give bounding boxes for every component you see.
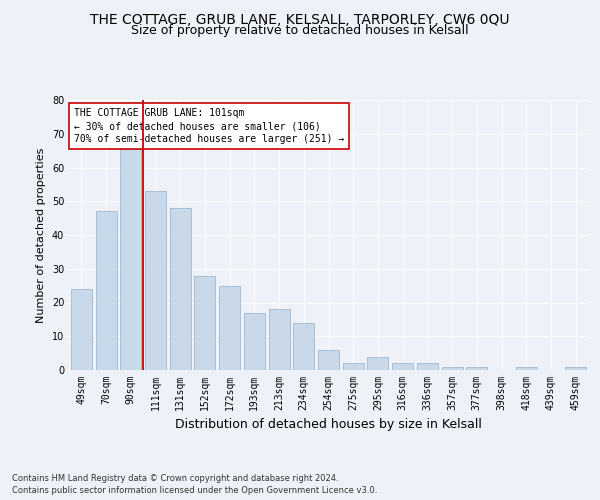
Bar bbox=[367, 356, 388, 370]
Bar bbox=[293, 323, 314, 370]
Bar bbox=[219, 286, 240, 370]
Text: Contains HM Land Registry data © Crown copyright and database right 2024.
Contai: Contains HM Land Registry data © Crown c… bbox=[12, 474, 377, 495]
Bar bbox=[417, 363, 438, 370]
Text: Size of property relative to detached houses in Kelsall: Size of property relative to detached ho… bbox=[131, 24, 469, 37]
Bar bbox=[565, 366, 586, 370]
Y-axis label: Number of detached properties: Number of detached properties bbox=[36, 148, 46, 322]
Bar bbox=[466, 366, 487, 370]
Bar bbox=[318, 350, 339, 370]
X-axis label: Distribution of detached houses by size in Kelsall: Distribution of detached houses by size … bbox=[175, 418, 482, 432]
Bar bbox=[516, 366, 537, 370]
Bar bbox=[269, 309, 290, 370]
Bar bbox=[145, 191, 166, 370]
Bar bbox=[170, 208, 191, 370]
Bar bbox=[194, 276, 215, 370]
Bar bbox=[120, 147, 141, 370]
Bar bbox=[442, 366, 463, 370]
Text: THE COTTAGE, GRUB LANE, KELSALL, TARPORLEY, CW6 0QU: THE COTTAGE, GRUB LANE, KELSALL, TARPORL… bbox=[90, 12, 510, 26]
Bar bbox=[244, 312, 265, 370]
Bar bbox=[71, 289, 92, 370]
Text: THE COTTAGE GRUB LANE: 101sqm
← 30% of detached houses are smaller (106)
70% of : THE COTTAGE GRUB LANE: 101sqm ← 30% of d… bbox=[74, 108, 344, 144]
Bar bbox=[392, 363, 413, 370]
Bar bbox=[343, 363, 364, 370]
Bar bbox=[95, 212, 116, 370]
